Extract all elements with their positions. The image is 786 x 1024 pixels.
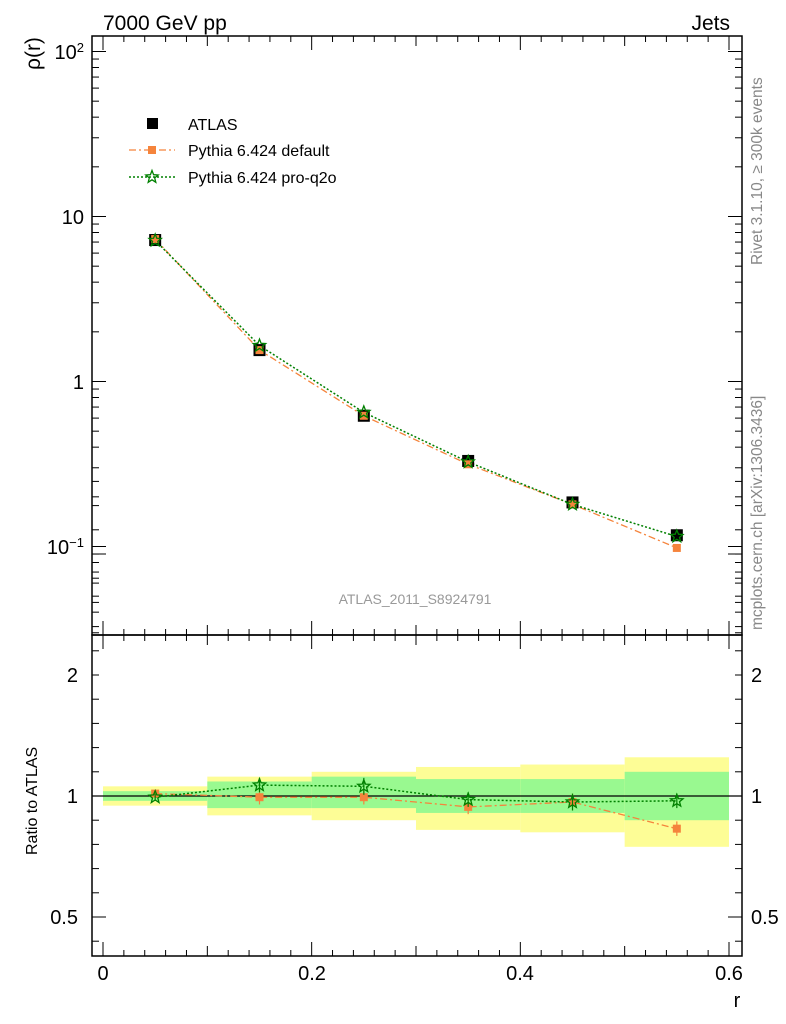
xtick-label-0.6: 0.6 (715, 963, 743, 985)
xtick-label-0.4: 0.4 (506, 963, 534, 985)
ratio-series (147, 776, 685, 836)
header-left: 7000 GeV pp (103, 12, 227, 35)
xtick-label-0.2: 0.2 (298, 963, 326, 985)
top-ylabel: ρ(r) (22, 37, 45, 70)
legend-marker-proq2o (144, 168, 160, 184)
ratio-point-pythia-default (359, 793, 368, 802)
xtick-label-0: 0 (97, 963, 108, 985)
pythia-default-point (151, 235, 160, 244)
ytick-label-10: 10 (62, 207, 84, 229)
ratio-ytick-label-2: 2 (67, 665, 78, 687)
legend: ATLAS Pythia 6.424 default Pythia 6.424 … (129, 117, 337, 187)
ratio-ylabel: Ratio to ATLAS (24, 747, 41, 855)
xlabel: r (734, 990, 741, 1012)
top-series-markers (147, 232, 685, 552)
pythia-default-point (672, 543, 681, 552)
ratio-ytick-label-1: 1 (67, 786, 78, 808)
legend-marker-default (148, 146, 156, 154)
series-line-pythia-default (154, 238, 678, 549)
pythia-default-point (568, 500, 577, 509)
ratio-point-pythia-proq2o (668, 792, 685, 808)
side-text-bottom: mcplots.cern.ch [arXiv:1306.3436] (749, 396, 766, 630)
ratio-point-pythia-proq2o (460, 791, 477, 807)
ratio-ytick-label-right-1: 1 (751, 786, 762, 808)
series-line-pythia-proq2o (154, 239, 678, 538)
pythia-proq2o-point (355, 404, 372, 420)
pythia-proq2o-point (147, 232, 164, 248)
ratio-ytick-label-right-0.5: 0.5 (751, 907, 779, 929)
ratio-ytick-label-right-2: 2 (751, 665, 762, 687)
ratio-point-pythia-proq2o (251, 776, 268, 792)
ratio-ytick-label-0.5: 0.5 (50, 907, 78, 929)
pythia-proq2o-point (251, 337, 268, 353)
ratio-point-pythia-default (672, 824, 681, 833)
ratio-uncertainty-bands (92, 757, 742, 847)
legend-label-atlas: ATLAS (188, 117, 238, 134)
side-text-top: Rivet 3.1.10, ≥ 300k events (749, 77, 766, 265)
pythia-proq2o-point (668, 528, 685, 544)
top-series-lines (154, 238, 678, 549)
legend-label-proq2o: Pythia 6.424 pro-q2o (188, 170, 337, 187)
ratio-line-pythia-default (155, 792, 677, 830)
axis-ticks (92, 36, 742, 956)
legend-marker-atlas (147, 118, 158, 129)
ytick-label-100: 102 (55, 40, 84, 65)
ytick-label-0.1: 10−1 (47, 535, 84, 560)
ratio-point-pythia-proq2o (355, 777, 372, 794)
pythia-proq2o-point (460, 453, 477, 469)
ratio-point-pythia-proq2o (564, 793, 581, 809)
ratio-point-pythia-default (255, 793, 264, 802)
ratio-line-pythia-proq2o (155, 784, 677, 803)
header-right: Jets (691, 12, 730, 35)
ytick-label-1: 1 (73, 372, 84, 394)
analysis-label: ATLAS_2011_S8924791 (339, 591, 492, 607)
pythia-default-point (255, 346, 264, 355)
pythia-proq2o-point (564, 496, 581, 512)
legend-label-default: Pythia 6.424 default (188, 143, 330, 160)
ratio-point-pythia-proq2o (147, 788, 163, 804)
